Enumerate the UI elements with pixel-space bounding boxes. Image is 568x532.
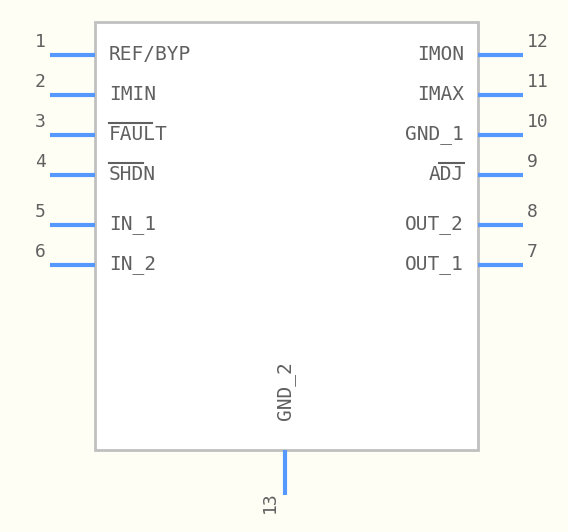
Bar (95, 22, 478, 450)
Text: SHDN: SHDN (109, 165, 156, 185)
Text: IMON: IMON (417, 46, 464, 64)
Text: 2: 2 (35, 73, 46, 91)
Text: OUT_1: OUT_1 (405, 255, 464, 275)
Text: 12: 12 (527, 33, 549, 51)
Text: 11: 11 (527, 73, 549, 91)
Text: GND_2: GND_2 (275, 361, 294, 420)
Text: 1: 1 (35, 33, 46, 51)
Text: FAULT: FAULT (109, 126, 168, 145)
Text: ADJ: ADJ (429, 165, 464, 185)
Text: 4: 4 (35, 153, 46, 171)
Text: OUT_2: OUT_2 (405, 215, 464, 235)
Text: 5: 5 (35, 203, 46, 221)
Text: 9: 9 (527, 153, 538, 171)
Text: 3: 3 (35, 113, 46, 131)
Text: IMAX: IMAX (417, 86, 464, 104)
Text: GND_1: GND_1 (405, 126, 464, 145)
Text: 7: 7 (527, 243, 538, 261)
Text: IMIN: IMIN (109, 86, 156, 104)
Text: 8: 8 (527, 203, 538, 221)
Text: REF/BYP: REF/BYP (109, 46, 191, 64)
Text: IN_2: IN_2 (109, 255, 156, 275)
Text: IN_1: IN_1 (109, 215, 156, 235)
Text: 10: 10 (527, 113, 549, 131)
Text: 6: 6 (35, 243, 46, 261)
Text: 13: 13 (261, 491, 279, 513)
